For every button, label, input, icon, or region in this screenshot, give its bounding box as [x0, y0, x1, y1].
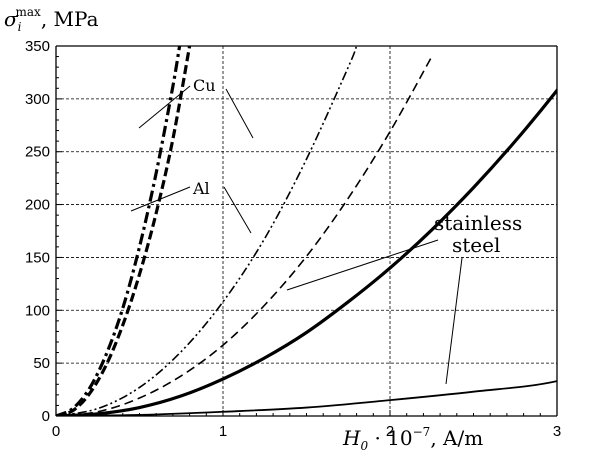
x-tick-label: 2: [386, 423, 394, 440]
x-tick-label: 0: [52, 423, 60, 440]
y-tick-label: 250: [25, 144, 50, 161]
series-line-3: [56, 56, 433, 416]
leader-steel-lower: [445, 257, 463, 385]
annotation-al: Al: [192, 179, 210, 198]
series-line-4: [56, 87, 557, 416]
y-axis-title: σimax, MPa: [4, 5, 99, 34]
series-line-1: [56, 46, 358, 416]
y-tick-label: 200: [25, 197, 50, 214]
leader-cu-right: [225, 88, 254, 139]
leader-lines: [130, 85, 463, 385]
x-tick-label: 1: [219, 423, 227, 440]
x-axis-title: H0 · 10−7, A/m: [342, 425, 483, 451]
series-line-2: [56, 46, 192, 416]
y-tick-label: 150: [25, 249, 50, 266]
series-line-0: [56, 46, 182, 416]
leader-steel-upper: [286, 239, 439, 291]
leader-cu-left: [138, 85, 191, 129]
axes: [55, 45, 558, 417]
y-tick-label: 350: [25, 38, 50, 55]
y-tick-label: 0: [42, 408, 50, 425]
y-tick-label: 300: [25, 91, 50, 108]
leader-al-left: [130, 186, 191, 212]
annotation-steel: steel: [452, 233, 500, 257]
y-tick-label: 100: [25, 302, 50, 319]
y-tick-label: 50: [33, 355, 50, 372]
annotation-cu: Cu: [193, 76, 216, 95]
leader-al-right: [223, 186, 252, 234]
series-line-5: [56, 380, 557, 416]
series-group: [56, 46, 557, 416]
annotation-stainless: stainless: [434, 211, 522, 235]
tick-labels: 0 50 100 150 200 250 300 350 0 1 2 3: [25, 38, 561, 440]
x-tick-label: 3: [553, 423, 561, 440]
